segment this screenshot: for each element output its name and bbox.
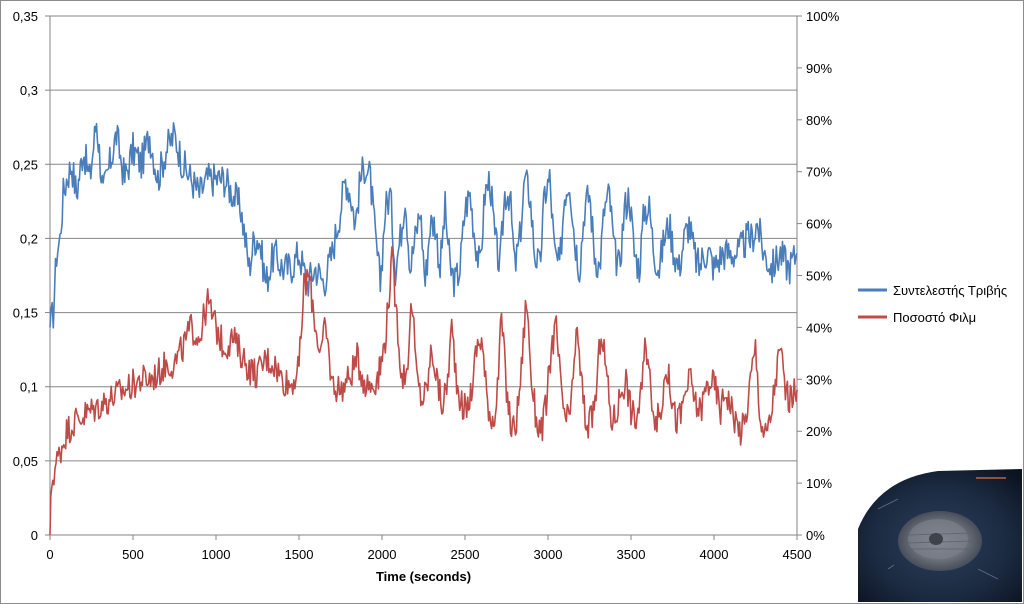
y-left-tick-label: 0,3	[20, 83, 38, 98]
y-right-tick-label: 60%	[806, 217, 832, 232]
series-line-friction-coefficient	[49, 122, 798, 329]
y-right-tick-labels: 0% 10% 20% 30% 40% 50% 60% 70% 80% 90% 100%	[806, 9, 840, 543]
x-tick-label: 4000	[700, 547, 729, 562]
wear-scar-photo	[858, 469, 1022, 602]
x-tick-label: 3000	[534, 547, 563, 562]
y-left-tick-label: 0,05	[13, 454, 38, 469]
y-left-tick-labels: 0 0,05 0,1 0,15 0,2 0,25 0,3 0,35	[13, 9, 38, 543]
y-right-tick-label: 30%	[806, 372, 832, 387]
axes	[45, 15, 802, 540]
y-right-tick-label: 20%	[806, 424, 832, 439]
x-tick-labels: 0 500 1000 1500 2000 2500 3000 3500 4000 4500	[46, 547, 811, 562]
y-right-tick-label: 10%	[806, 476, 832, 491]
x-axis-title: Time (seconds)	[376, 569, 471, 584]
x-tick-label: 1000	[202, 547, 231, 562]
x-tick-label: 2000	[368, 547, 397, 562]
series-lines	[49, 122, 798, 536]
x-tick-label: 2500	[451, 547, 480, 562]
y-left-tick-label: 0,25	[13, 157, 38, 172]
gridlines	[50, 15, 797, 462]
legend: Συντελεστής Τριβής Ποσοστό Φιλμ	[858, 283, 1007, 325]
x-tick-label: 0	[46, 547, 53, 562]
legend-label: Ποσοστό Φιλμ	[893, 310, 976, 325]
series-line-film-percentage	[49, 246, 798, 536]
y-right-tick-label: 70%	[806, 165, 832, 180]
y-left-tick-label: 0,15	[13, 306, 38, 321]
y-left-tick-label: 0	[31, 528, 38, 543]
legend-label: Συντελεστής Τριβής	[893, 283, 1007, 298]
x-tick-label: 500	[122, 547, 144, 562]
microscope-image-of-wear-scar	[858, 469, 1022, 602]
x-tick-label: 4500	[783, 547, 812, 562]
y-left-tick-label: 0,1	[20, 380, 38, 395]
y-right-tick-label: 100%	[806, 9, 840, 24]
y-right-tick-label: 0%	[806, 528, 825, 543]
y-left-tick-label: 0,35	[13, 9, 38, 24]
y-right-tick-label: 40%	[806, 320, 832, 335]
x-tick-label: 1500	[285, 547, 314, 562]
y-right-tick-label: 90%	[806, 61, 832, 76]
y-left-tick-label: 0,2	[20, 231, 38, 246]
y-right-tick-label: 50%	[806, 269, 832, 284]
x-tick-label: 3500	[617, 547, 646, 562]
y-right-tick-label: 80%	[806, 113, 832, 128]
